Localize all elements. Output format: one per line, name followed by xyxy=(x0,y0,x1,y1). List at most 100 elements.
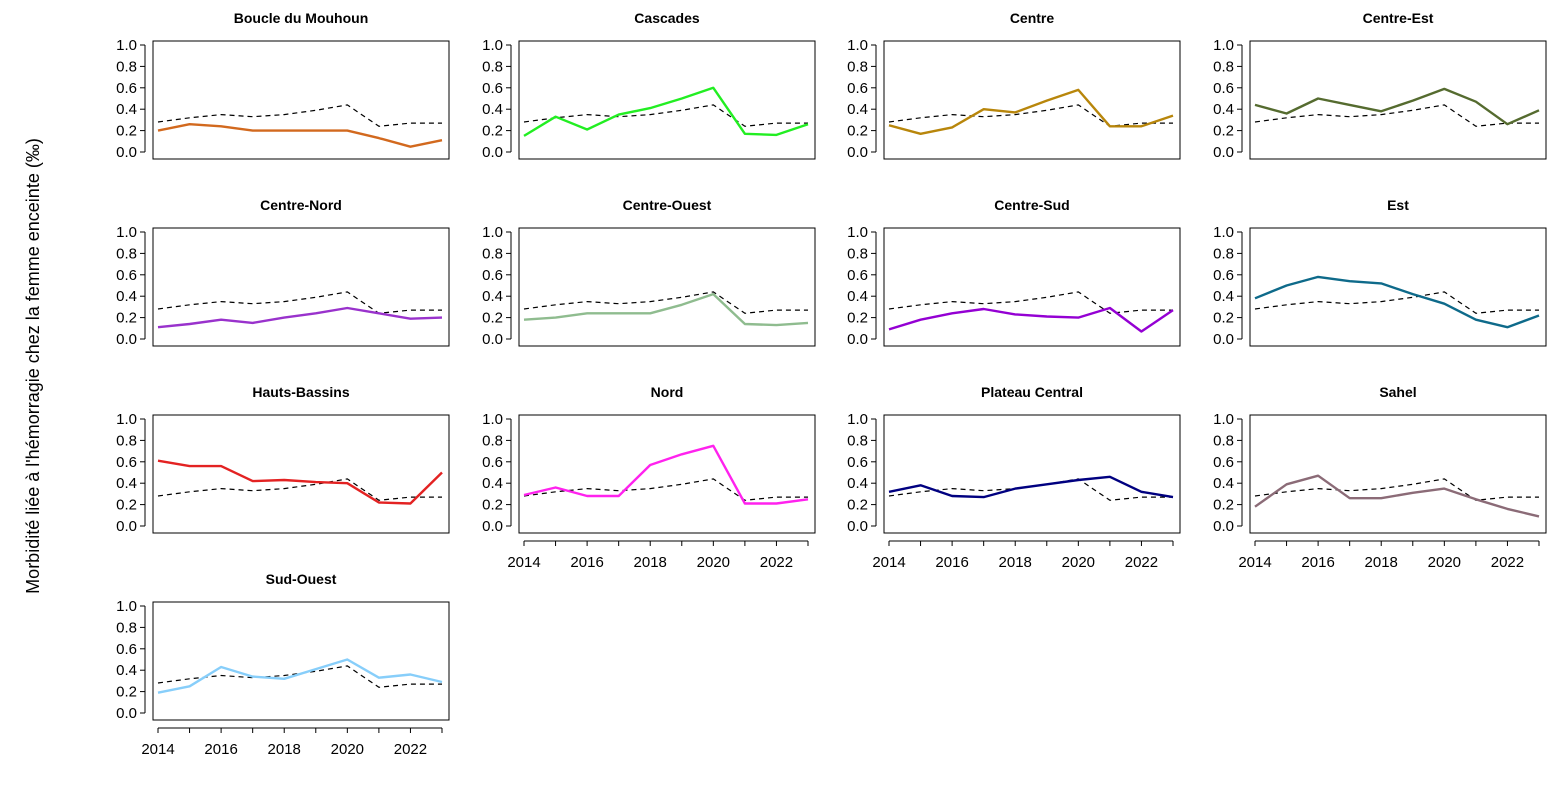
y-tick-label: 0.0 xyxy=(847,144,868,161)
plot-frame xyxy=(518,227,816,347)
y-tick-label: 0.0 xyxy=(1213,144,1234,161)
panel-title: Centre xyxy=(1010,10,1055,26)
y-tick-label: 0.0 xyxy=(116,518,137,535)
y-tick-label: 1.0 xyxy=(482,411,503,428)
y-axis-label: Morbidité liée à l'hémorragie chez la fe… xyxy=(23,138,43,594)
series-line xyxy=(1254,474,1540,518)
y-tick-label: 0.6 xyxy=(1213,454,1234,471)
panel-title: Sud-Ouest xyxy=(266,571,337,587)
y-tick-label: 0.0 xyxy=(482,144,503,161)
series-line xyxy=(888,475,1174,499)
series-line xyxy=(157,658,443,694)
y-tick-label: 0.8 xyxy=(482,58,503,75)
reference-line xyxy=(888,104,1173,127)
x-tick-label: 2022 xyxy=(760,554,793,571)
y-tick-label: 0.4 xyxy=(847,475,868,492)
y-tick-label: 1.0 xyxy=(116,411,137,428)
x-tick-label: 2020 xyxy=(331,741,364,758)
y-tick-label: 0.6 xyxy=(847,80,868,97)
series-line xyxy=(888,88,1174,136)
y-tick-label: 0.2 xyxy=(847,123,868,140)
panel-nord: Nord 0.0 0.2 0.4 0.6 0.8 1.0 2014 2016 2018 2020 20… xyxy=(482,384,816,571)
x-tick-label: 2020 xyxy=(1062,554,1095,571)
y-tick-label: 1.0 xyxy=(116,37,137,54)
y-tick-label: 0.6 xyxy=(482,80,503,97)
y-tick-label: 0.0 xyxy=(1213,331,1234,348)
y-tick-label: 1.0 xyxy=(116,598,137,615)
panel-centre-nord: Centre-Nord 0.0 0.2 0.4 0.6 0.8 1.0 xyxy=(116,197,450,348)
y-tick-label: 0.0 xyxy=(482,518,503,535)
y-tick-label: 1.0 xyxy=(1213,37,1234,54)
series-line xyxy=(157,459,443,505)
reference-line xyxy=(1254,478,1539,501)
series-line xyxy=(888,306,1174,333)
panel-title: Cascades xyxy=(634,10,700,26)
series-line xyxy=(157,122,443,148)
y-tick-label: 1.0 xyxy=(482,224,503,241)
x-tick-label: 2014 xyxy=(141,741,174,758)
panel-centre: Centre 0.0 0.2 0.4 0.6 0.8 1.0 xyxy=(847,10,1181,161)
y-tick-label: 0.2 xyxy=(116,310,137,327)
y-tick-label: 0.0 xyxy=(482,331,503,348)
y-tick-label: 0.8 xyxy=(847,58,868,75)
x-tick-label: 2022 xyxy=(394,741,427,758)
y-tick-label: 0.4 xyxy=(847,288,868,305)
y-tick-label: 0.4 xyxy=(116,288,137,305)
x-tick-label: 2022 xyxy=(1125,554,1158,571)
series-line xyxy=(1254,275,1540,329)
y-tick-label: 0.8 xyxy=(116,245,137,262)
reference-line xyxy=(157,104,442,127)
plot-frame xyxy=(883,227,1181,347)
y-tick-label: 1.0 xyxy=(482,37,503,54)
y-tick-label: 0.4 xyxy=(482,101,503,118)
y-tick-label: 0.4 xyxy=(847,101,868,118)
y-tick-label: 0.4 xyxy=(116,662,137,679)
y-tick-label: 0.2 xyxy=(1213,497,1234,514)
x-tick-label: 2018 xyxy=(1365,554,1398,571)
y-tick-label: 0.2 xyxy=(116,123,137,140)
panel-title: Centre-Sud xyxy=(994,197,1069,213)
y-tick-label: 0.8 xyxy=(116,432,137,449)
reference-line xyxy=(1254,291,1539,314)
y-tick-label: 0.8 xyxy=(482,432,503,449)
y-tick-label: 1.0 xyxy=(116,224,137,241)
y-tick-label: 0.6 xyxy=(482,454,503,471)
y-tick-label: 0.0 xyxy=(116,144,137,161)
panel-plateau-central: Plateau Central 0.0 0.2 0.4 0.6 0.8 1.0 2014 201… xyxy=(847,384,1181,571)
panel-title: Sahel xyxy=(1379,384,1416,400)
x-tick-label: 2016 xyxy=(935,554,968,571)
y-tick-label: 0.8 xyxy=(1213,432,1234,449)
y-tick-label: 0.0 xyxy=(847,331,868,348)
y-tick-label: 1.0 xyxy=(847,37,868,54)
panel-centre-ouest: Centre-Ouest 0.0 0.2 0.4 0.6 0.8 1.0 xyxy=(482,197,816,348)
y-tick-label: 0.6 xyxy=(116,80,137,97)
plot-frame xyxy=(1249,227,1547,347)
series-line xyxy=(523,292,809,327)
y-tick-label: 0.4 xyxy=(116,475,137,492)
reference-line xyxy=(523,291,808,314)
plot-frame xyxy=(883,414,1181,534)
y-tick-label: 0.2 xyxy=(1213,310,1234,327)
panel-sahel: Sahel 0.0 0.2 0.4 0.6 0.8 1.0 2014 2016 2018 2020 2… xyxy=(1213,384,1547,571)
x-tick-label: 2014 xyxy=(507,554,540,571)
y-tick-label: 0.6 xyxy=(116,641,137,658)
x-tick-label: 2022 xyxy=(1491,554,1524,571)
y-tick-label: 0.6 xyxy=(847,454,868,471)
plot-frame xyxy=(152,227,450,347)
y-tick-label: 0.0 xyxy=(116,331,137,348)
y-tick-label: 1.0 xyxy=(847,224,868,241)
panel-title: Centre-Est xyxy=(1363,10,1434,26)
plot-frame xyxy=(152,414,450,534)
x-tick-label: 2016 xyxy=(1301,554,1334,571)
panel-title: Hauts-Bassins xyxy=(252,384,349,400)
plot-frame xyxy=(152,40,450,160)
y-tick-label: 0.6 xyxy=(116,454,137,471)
y-tick-label: 0.0 xyxy=(847,518,868,535)
panel-title: Boucle du Mouhoun xyxy=(234,10,369,26)
x-tick-label: 2020 xyxy=(697,554,730,571)
reference-line xyxy=(1254,104,1539,127)
y-tick-label: 0.4 xyxy=(482,475,503,492)
series-line xyxy=(523,444,809,505)
panel-title: Plateau Central xyxy=(981,384,1083,400)
